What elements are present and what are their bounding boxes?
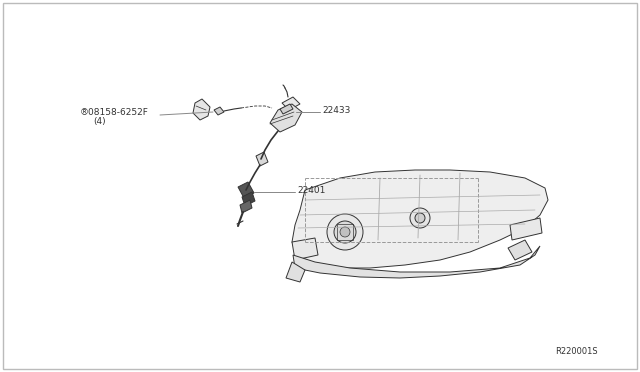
- Polygon shape: [193, 99, 210, 120]
- Polygon shape: [293, 246, 540, 278]
- Circle shape: [410, 208, 430, 228]
- Circle shape: [334, 221, 356, 243]
- Polygon shape: [242, 192, 255, 206]
- Polygon shape: [292, 238, 318, 260]
- Polygon shape: [508, 240, 532, 260]
- Text: 22401: 22401: [297, 186, 325, 195]
- Polygon shape: [256, 152, 268, 166]
- Text: 22433: 22433: [322, 106, 350, 115]
- Polygon shape: [214, 107, 224, 115]
- Circle shape: [340, 227, 350, 237]
- Polygon shape: [280, 104, 293, 114]
- Text: ®08158-6252F: ®08158-6252F: [80, 108, 149, 116]
- Circle shape: [415, 213, 425, 223]
- Polygon shape: [282, 97, 300, 110]
- Polygon shape: [270, 104, 302, 132]
- Polygon shape: [240, 200, 252, 213]
- Polygon shape: [238, 182, 254, 198]
- Text: (4): (4): [93, 116, 106, 125]
- Polygon shape: [286, 262, 305, 282]
- Circle shape: [327, 214, 363, 250]
- Text: R220001S: R220001S: [556, 347, 598, 356]
- Polygon shape: [292, 170, 548, 268]
- Polygon shape: [510, 218, 542, 240]
